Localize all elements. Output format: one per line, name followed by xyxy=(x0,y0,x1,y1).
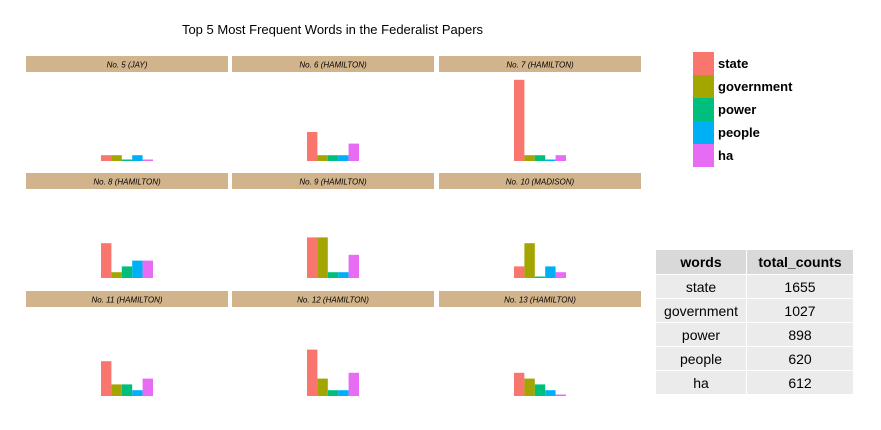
table-cell-count: 612 xyxy=(746,370,853,394)
bar-state xyxy=(101,243,112,278)
table-cell-count: 1655 xyxy=(746,274,853,299)
facet-label: No. 12 (HAMILTON) xyxy=(297,296,369,305)
bar-state xyxy=(514,372,525,396)
bar-power xyxy=(534,155,546,161)
facet-strip-no-9-hamilton xyxy=(232,173,434,189)
bar-government xyxy=(111,272,122,278)
bar-state xyxy=(101,361,112,396)
bar-government xyxy=(524,155,535,161)
facet-label: No. 11 (HAMILTON) xyxy=(91,296,162,305)
bar-ha xyxy=(142,159,153,161)
legend-swatch-state xyxy=(693,52,714,75)
table-row: ha 612 xyxy=(656,370,853,394)
bar-people xyxy=(545,159,556,161)
legend-swatch-ha xyxy=(693,144,714,167)
bar-people xyxy=(338,390,349,396)
bar-ha xyxy=(555,394,566,396)
bar-power xyxy=(327,390,339,396)
bar-power xyxy=(327,155,339,161)
table-cell-word: people xyxy=(656,346,747,371)
facet-strip-no-8-hamilton xyxy=(26,173,228,189)
bar-ha xyxy=(142,378,153,396)
table-cell-count: 898 xyxy=(746,322,853,347)
table-header-row: words total_counts xyxy=(656,250,853,275)
table-row: people 620 xyxy=(656,346,853,371)
bar-state xyxy=(307,132,318,161)
facet-strip-no-6-hamilton xyxy=(232,56,434,72)
summary-table: words total_counts state 1655 government… xyxy=(656,250,853,394)
bar-state xyxy=(307,349,318,396)
table-cell-count: 620 xyxy=(746,346,853,371)
table-cell-word: power xyxy=(656,322,747,347)
legend-swatch-people xyxy=(693,121,714,144)
legend-label-state: state xyxy=(718,56,749,71)
bar-government xyxy=(317,237,328,278)
facet-label: No. 9 (HAMILTON) xyxy=(299,178,367,187)
bar-ha xyxy=(142,260,153,278)
bar-people xyxy=(132,390,143,396)
bar-power xyxy=(534,384,546,396)
table-header-total-counts: total_counts xyxy=(746,250,853,275)
bar-power xyxy=(121,384,133,396)
facet-label: No. 8 (HAMILTON) xyxy=(93,178,161,187)
facet-strip-no-10-madison xyxy=(439,173,641,189)
table-cell-word: government xyxy=(656,298,747,323)
legend-label-ha: ha xyxy=(718,148,734,163)
bar-power xyxy=(327,272,339,278)
facet-strip-no-12-hamilton xyxy=(232,291,434,307)
bar-government xyxy=(524,378,535,396)
facet-grid: No. 5 (JAY) No. 6 (HAMILTON) No. 7 (HAMILT… xyxy=(26,56,641,396)
bar-state xyxy=(307,237,318,278)
table-cell-word: state xyxy=(656,274,747,299)
facet-label: No. 13 (HAMILTON) xyxy=(504,296,576,305)
bar-government xyxy=(111,155,122,161)
bar-ha xyxy=(348,372,359,396)
bar-people xyxy=(338,155,349,161)
facet-strip-no-5-jay xyxy=(26,56,228,72)
bar-people xyxy=(338,272,349,278)
bar-state xyxy=(514,266,525,278)
bar-government xyxy=(111,384,122,396)
facet-strip-no-7-hamilton xyxy=(439,56,641,72)
table-row: state 1655 xyxy=(656,274,853,299)
facet-label: No. 6 (HAMILTON) xyxy=(299,61,367,70)
bar-people xyxy=(132,155,143,161)
facet-label: No. 7 (HAMILTON) xyxy=(506,61,574,70)
bar-power xyxy=(121,159,133,161)
table-row: government 1027 xyxy=(656,298,853,323)
legend-swatch-power xyxy=(693,98,714,121)
facet-label: No. 5 (JAY) xyxy=(107,61,148,70)
bar-ha xyxy=(555,272,566,278)
facet-label: No. 10 (MADISON) xyxy=(506,178,575,187)
bar-ha xyxy=(348,254,359,278)
table-row: power 898 xyxy=(656,322,853,347)
bar-people xyxy=(545,266,556,278)
bar-power xyxy=(121,266,133,278)
bar-government xyxy=(524,243,535,278)
legend-label-power: power xyxy=(718,102,757,117)
bar-ha xyxy=(348,143,359,161)
bar-state xyxy=(514,79,525,161)
bar-power xyxy=(534,276,546,278)
legend-label-people: people xyxy=(718,125,760,140)
facet-strip-no-11-hamilton xyxy=(26,291,228,307)
bar-state xyxy=(101,155,112,161)
chart-title: Top 5 Most Frequent Words in the Federal… xyxy=(181,22,484,37)
table-cell-count: 1027 xyxy=(746,298,853,323)
facet-strip-no-13-hamilton xyxy=(439,291,641,307)
bar-government xyxy=(317,378,328,396)
table-header-words: words xyxy=(656,250,747,275)
legend-label-government: government xyxy=(718,79,793,94)
bar-people xyxy=(545,390,556,396)
bar-government xyxy=(317,155,328,161)
bar-people xyxy=(132,260,143,278)
legend-swatch-government xyxy=(693,75,714,98)
table-cell-word: ha xyxy=(656,370,747,394)
bar-ha xyxy=(555,155,566,161)
